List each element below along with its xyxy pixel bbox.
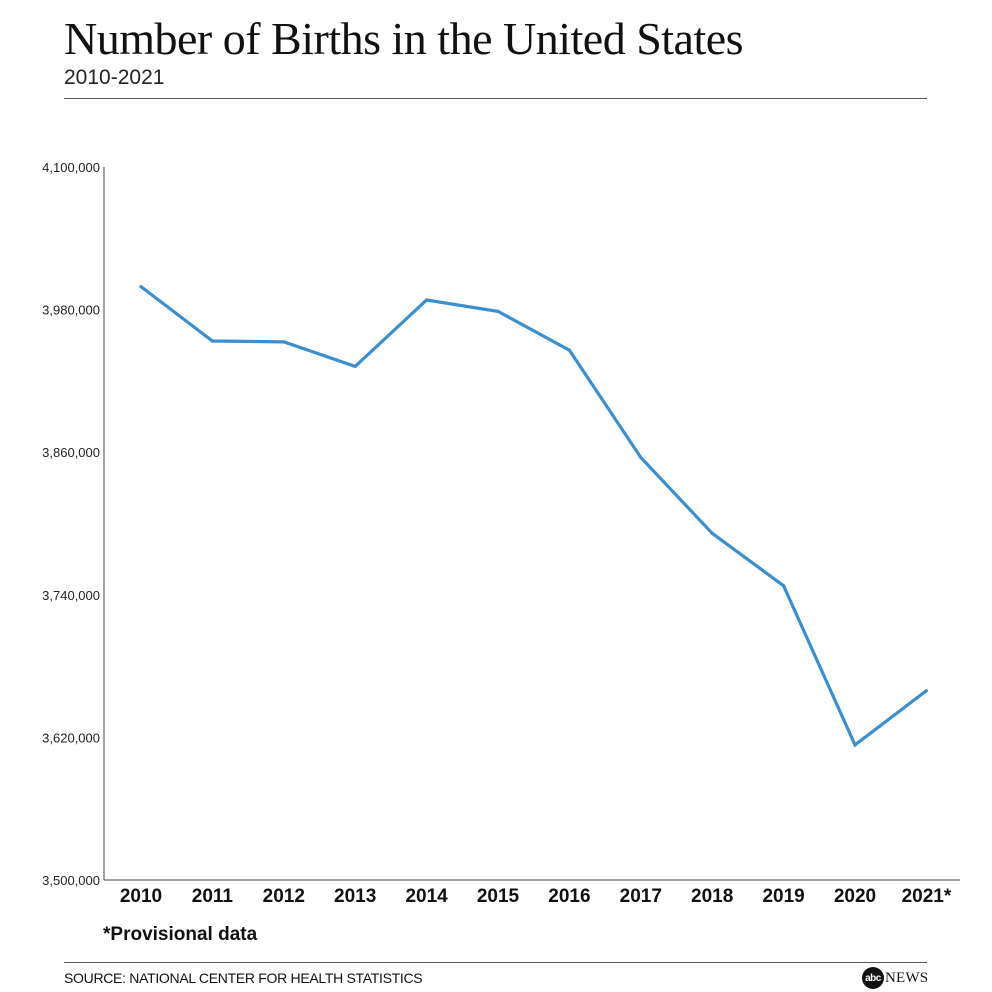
top-divider (64, 98, 927, 99)
data-point (139, 284, 143, 289)
y-tick-label: 3,620,000 (42, 730, 100, 745)
y-tick-label: 4,100,000 (42, 160, 100, 175)
abc-logo-icon: abc (862, 967, 884, 989)
y-tick-label: 3,500,000 (42, 873, 100, 888)
x-tick-label: 2016 (548, 886, 590, 907)
births-series-line (140, 285, 928, 748)
x-tick-label: 2015 (477, 886, 520, 907)
y-tick-label: 3,740,000 (42, 588, 100, 603)
logo-text: NEWS (885, 969, 929, 986)
data-point (496, 309, 500, 313)
bottom-divider (64, 962, 927, 963)
data-point (853, 743, 857, 747)
x-tick-label: 2010 (120, 886, 162, 907)
data-point (353, 364, 357, 369)
data-point (710, 531, 714, 535)
footnote: *Provisional data (103, 924, 258, 945)
chart-title: Number of Births in the United States (64, 13, 744, 64)
chart-subtitle: 2010-2021 (64, 66, 165, 89)
x-tick-label: 2011 (192, 886, 234, 907)
x-tick-label: 2017 (620, 886, 662, 907)
x-tick-label: 2019 (762, 886, 804, 907)
data-point (425, 298, 429, 302)
data-point (782, 584, 786, 588)
data-point (210, 339, 214, 343)
x-tick-label: 2012 (263, 886, 305, 907)
x-tick-label: 2020 (834, 886, 876, 907)
y-tick-label: 3,980,000 (42, 303, 100, 318)
data-point (282, 340, 286, 344)
x-tick-label: 2013 (334, 886, 376, 907)
data-point (567, 348, 572, 352)
x-tick-label: 2021* (902, 886, 952, 907)
x-tick-label: 2018 (691, 886, 733, 907)
source-credit: SOURCE: NATIONAL CENTER FOR HEALTH STATI… (64, 970, 423, 986)
x-tick-label: 2014 (405, 886, 448, 907)
data-point (924, 689, 929, 693)
y-tick-label: 3,860,000 (42, 445, 100, 460)
abc-news-logo: abc NEWS (862, 966, 928, 990)
data-point (639, 455, 643, 460)
